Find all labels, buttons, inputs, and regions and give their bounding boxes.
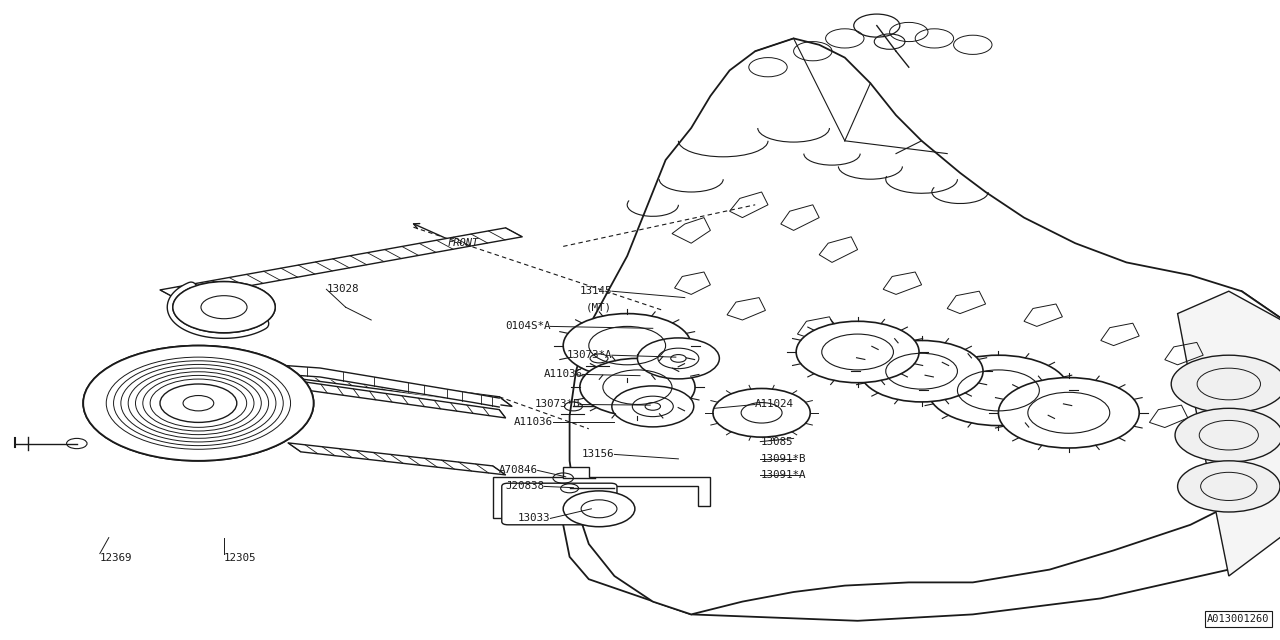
Polygon shape [288,443,506,475]
Circle shape [998,378,1139,448]
Text: 13028: 13028 [326,284,358,294]
Text: FRONT: FRONT [448,238,479,248]
Text: 13156: 13156 [582,449,614,460]
Text: 13033: 13033 [518,513,550,524]
Circle shape [796,321,919,383]
Text: J20838: J20838 [506,481,544,492]
Circle shape [928,355,1069,426]
Text: 13091*A: 13091*A [760,470,806,480]
Circle shape [580,358,695,416]
Circle shape [173,282,275,333]
Polygon shape [256,375,506,418]
Text: (MT): (MT) [586,302,612,312]
Text: A11036: A11036 [515,417,553,428]
Text: 12305: 12305 [224,553,256,563]
Circle shape [83,346,314,461]
Circle shape [160,384,237,422]
Circle shape [563,314,691,378]
Polygon shape [1178,291,1280,576]
Circle shape [160,384,237,422]
Text: A013001260: A013001260 [1207,614,1270,624]
Polygon shape [563,288,1280,621]
Text: 13073*A: 13073*A [566,350,612,360]
Circle shape [860,340,983,402]
Circle shape [563,491,635,527]
Circle shape [612,386,694,427]
Polygon shape [570,38,1280,614]
Text: A70846: A70846 [499,465,538,476]
Polygon shape [243,364,512,406]
Text: A11024: A11024 [755,399,794,410]
Circle shape [637,338,719,379]
Circle shape [173,282,275,333]
Circle shape [1178,461,1280,512]
Circle shape [1175,408,1280,462]
Text: 12369: 12369 [100,553,132,563]
Circle shape [83,346,314,461]
Polygon shape [160,228,522,299]
Text: 13085: 13085 [760,436,792,447]
Text: A11036: A11036 [544,369,582,380]
Text: 0104S*A: 0104S*A [504,321,550,332]
Polygon shape [493,467,710,518]
Circle shape [1171,355,1280,413]
FancyBboxPatch shape [502,483,617,525]
Text: 13073*B: 13073*B [534,399,580,410]
Text: 13091*B: 13091*B [760,454,806,464]
Circle shape [713,388,810,437]
Text: 13145: 13145 [580,286,612,296]
